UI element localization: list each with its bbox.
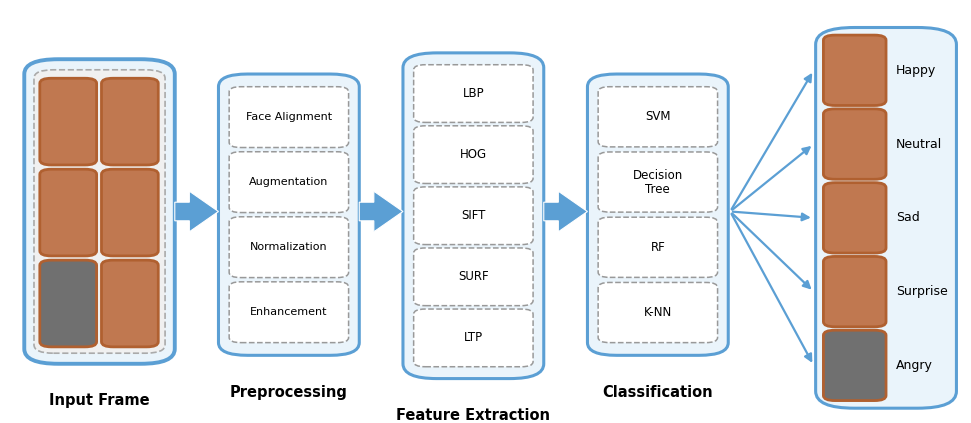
FancyBboxPatch shape [598, 87, 718, 147]
FancyBboxPatch shape [823, 330, 887, 401]
FancyBboxPatch shape [229, 152, 349, 213]
Text: Neutral: Neutral [895, 137, 942, 151]
Text: Angry: Angry [895, 359, 932, 372]
FancyBboxPatch shape [414, 187, 533, 244]
Text: LBP: LBP [462, 87, 485, 100]
Text: Input Frame: Input Frame [50, 393, 150, 408]
Text: Normalization: Normalization [251, 242, 327, 252]
FancyBboxPatch shape [40, 78, 97, 165]
FancyBboxPatch shape [414, 126, 533, 184]
Text: Face Alignment: Face Alignment [246, 112, 332, 122]
FancyBboxPatch shape [229, 217, 349, 277]
FancyBboxPatch shape [823, 109, 887, 179]
FancyBboxPatch shape [598, 217, 718, 277]
FancyBboxPatch shape [102, 78, 158, 165]
FancyBboxPatch shape [403, 53, 544, 379]
Text: SVM: SVM [645, 110, 671, 123]
Polygon shape [544, 191, 587, 232]
FancyBboxPatch shape [40, 169, 97, 256]
Text: Preprocessing: Preprocessing [230, 385, 348, 400]
FancyBboxPatch shape [34, 70, 165, 353]
Text: LTP: LTP [464, 331, 483, 344]
FancyBboxPatch shape [816, 27, 956, 408]
Text: Classification: Classification [603, 385, 713, 400]
FancyBboxPatch shape [598, 152, 718, 212]
Text: SURF: SURF [458, 270, 488, 283]
Text: Surprise: Surprise [895, 285, 948, 298]
Text: Enhancement: Enhancement [251, 307, 327, 317]
FancyBboxPatch shape [229, 282, 349, 343]
FancyBboxPatch shape [823, 35, 887, 105]
Text: HOG: HOG [460, 148, 486, 161]
FancyBboxPatch shape [414, 309, 533, 367]
FancyBboxPatch shape [218, 74, 359, 355]
FancyBboxPatch shape [587, 74, 728, 355]
FancyBboxPatch shape [414, 248, 533, 306]
FancyBboxPatch shape [102, 169, 158, 256]
Polygon shape [175, 191, 218, 232]
FancyBboxPatch shape [823, 256, 887, 327]
Text: SIFT: SIFT [461, 209, 486, 222]
Text: Happy: Happy [895, 64, 936, 77]
Polygon shape [359, 191, 403, 232]
Text: Sad: Sad [895, 212, 920, 224]
FancyBboxPatch shape [598, 283, 718, 343]
Text: RF: RF [651, 241, 665, 254]
FancyBboxPatch shape [40, 260, 97, 347]
Text: Decision
Tree: Decision Tree [633, 168, 683, 195]
FancyBboxPatch shape [414, 65, 533, 122]
FancyBboxPatch shape [229, 87, 349, 148]
Text: Augmentation: Augmentation [250, 177, 328, 187]
FancyBboxPatch shape [823, 183, 887, 253]
Text: Feature Extraction: Feature Extraction [396, 408, 551, 423]
FancyBboxPatch shape [24, 59, 175, 364]
FancyBboxPatch shape [102, 260, 158, 347]
Text: K-NN: K-NN [644, 306, 672, 319]
